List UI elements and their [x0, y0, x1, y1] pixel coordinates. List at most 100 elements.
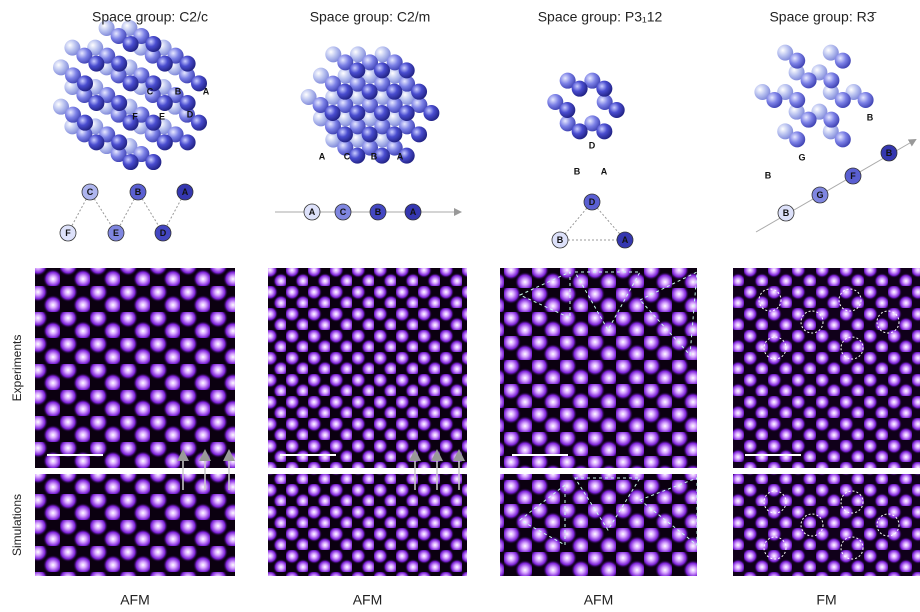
sequence-label: D: [589, 197, 596, 207]
atom: [123, 154, 139, 170]
phase-label: AFM: [584, 592, 614, 608]
atom: [145, 36, 161, 52]
atom: [572, 81, 588, 97]
phase-label: AFM: [353, 592, 383, 608]
atom: [835, 92, 851, 108]
sequence-label: B: [375, 207, 382, 217]
sequence-label: C: [87, 187, 94, 197]
experiment-image: [500, 268, 697, 468]
atom: [399, 62, 415, 78]
atom: [572, 123, 588, 139]
atom: [191, 115, 207, 131]
row-label: Simulations: [10, 494, 24, 556]
sequence-label: D: [160, 228, 167, 238]
atom: [145, 154, 161, 170]
sequence-label: A: [622, 235, 629, 245]
atom: [386, 84, 402, 100]
atom: [789, 53, 805, 69]
atom: [157, 56, 173, 72]
atom: [111, 56, 127, 72]
sequence-label: A: [182, 187, 189, 197]
sequence-label: B: [557, 235, 564, 245]
row-label: Experiments: [10, 335, 24, 402]
sequence-label: A: [309, 207, 316, 217]
atom: [386, 126, 402, 142]
atom: [411, 84, 427, 100]
sequence-label: B: [135, 187, 142, 197]
structure-label: G: [798, 152, 805, 162]
atom: [559, 102, 575, 118]
phase-label: AFM: [120, 592, 150, 608]
atom: [609, 102, 625, 118]
sequence-label: C: [340, 207, 347, 217]
atom: [823, 72, 839, 88]
atom: [123, 75, 139, 91]
structure-label: B: [371, 151, 378, 161]
sequence-label: G: [816, 190, 823, 200]
atom: [349, 62, 365, 78]
atom: [157, 134, 173, 150]
structure-label: B: [867, 112, 874, 122]
sequence-label: F: [65, 228, 71, 238]
atom: [596, 123, 612, 139]
atom: [337, 126, 353, 142]
atom: [337, 84, 353, 100]
atom: [325, 105, 341, 121]
sequence-label: B: [886, 148, 893, 158]
experiment-image: [35, 268, 235, 468]
structure-label: B: [574, 166, 581, 176]
experiment-image: [268, 268, 467, 468]
atom: [123, 36, 139, 52]
structure-label: E: [159, 111, 165, 121]
sequence-label: E: [113, 228, 119, 238]
atom: [349, 105, 365, 121]
atom: [789, 131, 805, 147]
structure-label: A: [203, 86, 210, 96]
atom: [801, 112, 817, 128]
atom: [180, 56, 196, 72]
atom: [111, 134, 127, 150]
structure-label: D: [187, 109, 194, 119]
atom: [88, 134, 104, 150]
atom: [88, 95, 104, 111]
sequence-label: A: [410, 207, 417, 217]
structure-label: F: [132, 111, 138, 121]
atom: [835, 131, 851, 147]
sequence-label: F: [850, 171, 856, 181]
atom: [77, 115, 93, 131]
structure-label: C: [147, 86, 154, 96]
experiment-image: [733, 268, 920, 468]
column-title: Space group: R3̄: [769, 9, 876, 25]
sequence-label: B: [783, 208, 790, 218]
atom: [374, 105, 390, 121]
atom: [111, 95, 127, 111]
atom: [789, 92, 805, 108]
figure: C B A F E D A C B A D B A B G B C B A F E D A C B A D B A B G F B Space g…: [0, 0, 920, 612]
structure-label: A: [601, 166, 608, 176]
atom: [362, 126, 378, 142]
atom: [801, 72, 817, 88]
atom: [423, 105, 439, 121]
atom: [88, 56, 104, 72]
atom: [374, 62, 390, 78]
atom: [399, 105, 415, 121]
atom: [858, 92, 874, 108]
structure-label: A: [397, 151, 404, 161]
column-title: Space group: P3₁12: [538, 9, 663, 25]
structure-label: A: [319, 151, 326, 161]
atom: [180, 134, 196, 150]
artwork: C B A F E D A C B A D B A B G B C B A F E D A C B A D B A B G F B Space g…: [10, 9, 920, 608]
atom: [596, 81, 612, 97]
atom: [823, 112, 839, 128]
atom: [157, 95, 173, 111]
structure-label: B: [765, 170, 772, 180]
atom: [766, 92, 782, 108]
structure-label: B: [175, 86, 182, 96]
column-title: Space group: C2/c: [92, 9, 208, 25]
atom: [77, 75, 93, 91]
atom: [411, 126, 427, 142]
structure-label: D: [589, 140, 596, 150]
atom: [349, 148, 365, 164]
structure-label: C: [344, 151, 351, 161]
phase-label: FM: [816, 592, 836, 608]
